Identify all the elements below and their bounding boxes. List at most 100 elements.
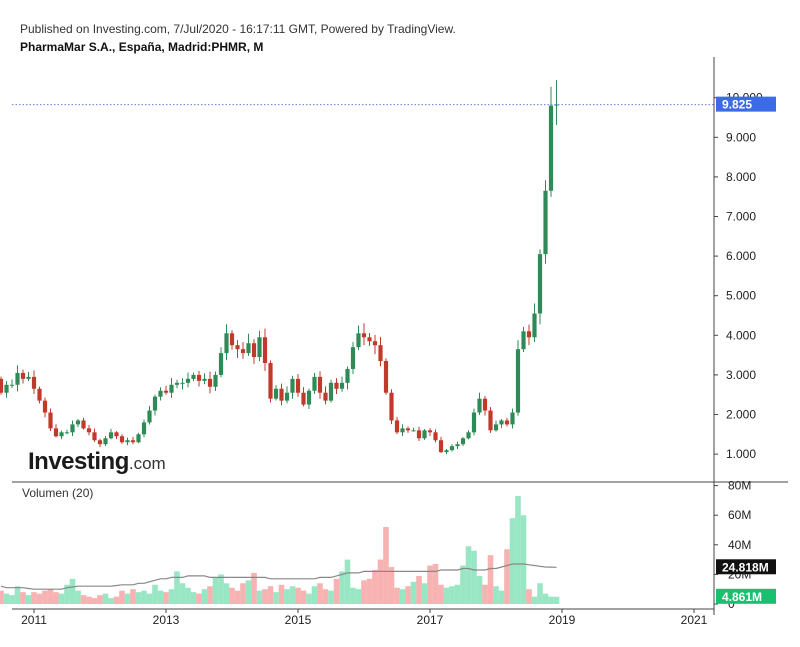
volume-bar <box>212 577 219 604</box>
candle-body <box>284 392 290 401</box>
candle-body <box>108 432 114 439</box>
candle-body <box>334 382 339 389</box>
volume-bar <box>3 593 10 604</box>
volume-bar <box>91 598 98 604</box>
candle-body <box>125 440 130 443</box>
volume-bar <box>482 584 488 604</box>
candle-body <box>493 424 499 431</box>
volume-bar <box>174 571 180 604</box>
candle-body <box>317 376 323 393</box>
candle-body <box>169 384 174 393</box>
candle-body <box>532 313 537 338</box>
volume-bar <box>262 589 268 604</box>
volume-bar <box>256 590 263 604</box>
candle-body <box>460 438 466 445</box>
price-tick-label: 6.000 <box>726 249 756 263</box>
candle-body <box>543 190 548 255</box>
volume-bar <box>383 527 389 604</box>
volume-bar <box>284 589 290 604</box>
time-tick-label: 2015 <box>285 613 312 627</box>
candle-body <box>328 382 334 401</box>
candle-body <box>389 392 394 421</box>
investing-logo: Investing.com <box>28 448 166 475</box>
volume-ma-line <box>0 563 557 590</box>
candle-body <box>482 398 488 411</box>
volume-panel-label: Volumen (20) <box>22 486 94 500</box>
volume-bar <box>339 571 345 604</box>
candle-body <box>163 390 169 393</box>
candle-body <box>279 388 284 401</box>
volume-bar <box>548 596 554 604</box>
candle-body <box>196 374 202 381</box>
candle-body <box>422 430 427 439</box>
candle-body <box>455 444 460 447</box>
price-tick-label: 2.000 <box>726 408 756 422</box>
candle-body <box>130 440 136 443</box>
volume-bar <box>394 587 400 604</box>
candle-body <box>251 343 257 358</box>
price-tick-label: 9.000 <box>726 130 756 144</box>
volume-bar <box>190 592 197 604</box>
volume-bar <box>416 575 422 604</box>
last-price-badge-bg <box>716 96 776 112</box>
candle-body <box>64 432 70 434</box>
volume-bar <box>245 580 252 604</box>
candle-body <box>158 390 163 397</box>
volume-bar <box>377 559 384 604</box>
volume-bar <box>520 515 527 604</box>
candle-body <box>323 392 328 401</box>
volume-bar <box>372 569 378 604</box>
volume-bar <box>185 587 191 604</box>
candle-body <box>306 390 312 405</box>
candle-body <box>438 440 444 453</box>
volume-bar <box>460 565 466 604</box>
published-note: Published on Investing.com, 7/Jul/2020 -… <box>20 22 456 36</box>
volume-bar <box>119 590 125 604</box>
volume-bar <box>504 549 510 604</box>
candle-body <box>229 333 235 346</box>
candle-body <box>444 450 449 453</box>
price-tick-label: 7.000 <box>726 210 756 224</box>
candle-body <box>471 412 477 433</box>
candle-body <box>9 384 15 386</box>
volume-bar <box>355 589 362 604</box>
candlestick-series <box>0 80 559 455</box>
candle-body <box>416 430 422 439</box>
volume-bar <box>405 586 411 604</box>
volume-bar <box>487 555 494 604</box>
symbol-title: PharmaMar S.A., España, Madrid:PHMR, M <box>20 40 264 54</box>
candle-body <box>273 388 279 399</box>
volume-tick-label: 40M <box>728 538 751 552</box>
candle-body <box>488 410 493 431</box>
candle-body <box>262 337 268 364</box>
price-tick-label: 4.000 <box>726 328 756 342</box>
volume-bar <box>498 590 505 604</box>
volume-bar <box>399 589 406 604</box>
candle-body <box>405 428 411 431</box>
candle-body <box>339 382 345 389</box>
volume-bar <box>471 550 477 604</box>
last-volume-badge: 4.861M <box>722 590 762 604</box>
volume-bar <box>432 564 439 604</box>
candle-body <box>367 337 372 342</box>
volume-tick-label: 60M <box>728 508 751 522</box>
volume-bar <box>553 596 560 604</box>
candle-body <box>152 396 158 411</box>
candle-body <box>235 345 240 350</box>
candle-body <box>268 363 273 399</box>
candle-body <box>537 254 543 314</box>
candle-body <box>548 105 554 191</box>
candle-body <box>202 378 207 381</box>
candle-body <box>504 420 510 425</box>
volume-bar <box>531 596 538 604</box>
candle-body <box>257 337 262 358</box>
volume-bar <box>9 595 15 604</box>
volume-bar <box>108 598 114 604</box>
time-tick-label: 2011 <box>21 613 47 627</box>
candle-body <box>400 428 405 433</box>
volume-series <box>0 495 560 604</box>
candle-body <box>350 347 356 369</box>
candle-body <box>174 382 180 385</box>
volume-bar <box>289 586 296 604</box>
